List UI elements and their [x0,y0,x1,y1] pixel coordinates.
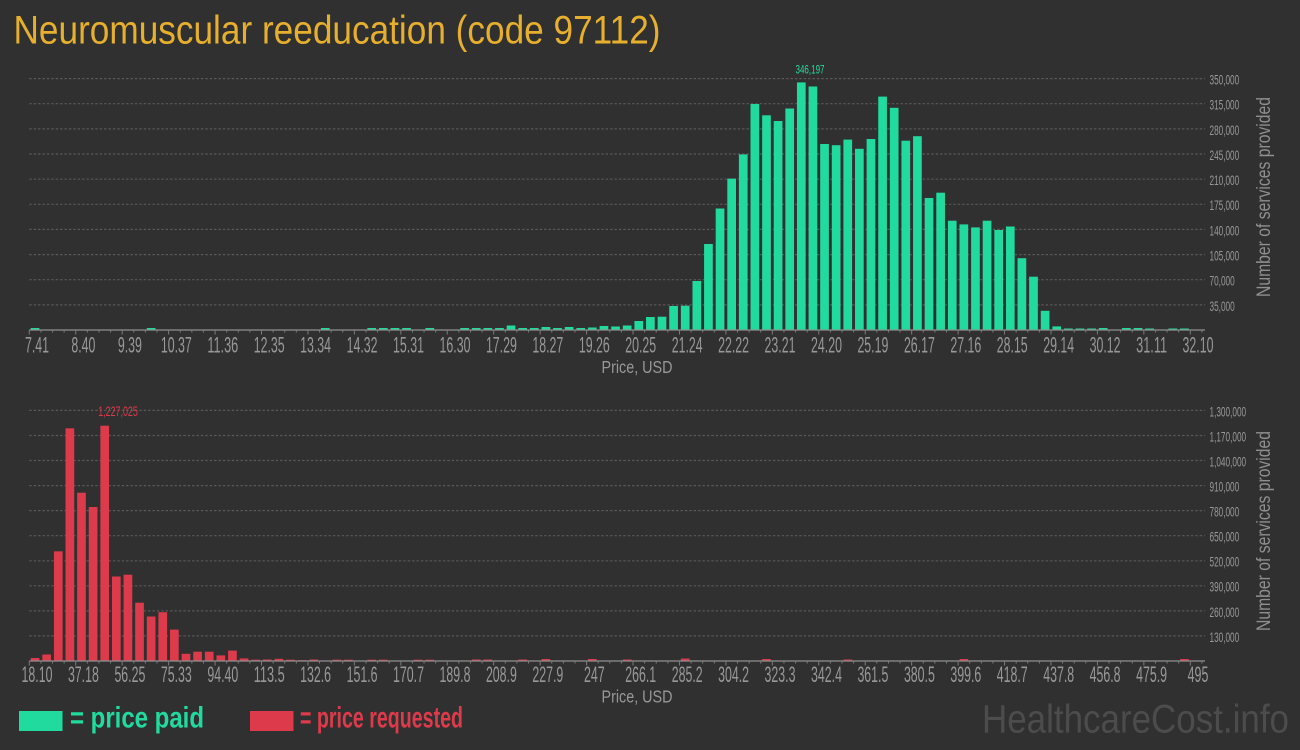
svg-text:151.6: 151.6 [347,662,378,687]
svg-text:520,000: 520,000 [1210,554,1240,570]
svg-text:13.34: 13.34 [300,332,331,357]
svg-text:910,000: 910,000 [1210,479,1240,495]
svg-text:15.31: 15.31 [393,332,424,357]
svg-text:456.8: 456.8 [1090,662,1121,687]
svg-text:323.3: 323.3 [765,662,796,687]
svg-text:280,000: 280,000 [1210,122,1240,138]
svg-text:31.11: 31.11 [1136,332,1167,357]
svg-text:437.8: 437.8 [1043,662,1074,687]
svg-text:189.8: 189.8 [440,662,471,687]
svg-text:= price paid: = price paid [70,702,204,735]
svg-text:315,000: 315,000 [1210,97,1240,113]
svg-text:21.24: 21.24 [672,332,703,357]
svg-text:11.36: 11.36 [207,332,238,357]
svg-text:780,000: 780,000 [1210,504,1240,520]
svg-text:8.40: 8.40 [71,332,95,357]
svg-text:475.9: 475.9 [1136,662,1167,687]
svg-text:1,040,000: 1,040,000 [1210,453,1247,469]
svg-text:227.9: 227.9 [532,662,563,687]
svg-text:304.2: 304.2 [718,662,749,687]
svg-text:16.30: 16.30 [440,332,471,357]
svg-text:75.33: 75.33 [161,662,192,687]
svg-text:35,000: 35,000 [1210,298,1235,314]
svg-text:1,227,025: 1,227,025 [98,404,138,419]
svg-text:361.5: 361.5 [857,662,888,687]
svg-text:56.25: 56.25 [114,662,145,687]
svg-text:27.16: 27.16 [950,332,981,357]
svg-text:32.10: 32.10 [1183,332,1214,357]
svg-text:29.14: 29.14 [1043,332,1074,357]
svg-text:9.39: 9.39 [118,332,142,357]
svg-text:350,000: 350,000 [1210,72,1240,88]
svg-text:23.21: 23.21 [765,332,796,357]
svg-text:390,000: 390,000 [1210,579,1240,595]
svg-text:245,000: 245,000 [1210,147,1240,163]
svg-text:170.7: 170.7 [393,662,424,687]
svg-text:20.25: 20.25 [625,332,656,357]
svg-text:105,000: 105,000 [1210,248,1240,264]
svg-text:7.41: 7.41 [25,332,49,357]
svg-text:260,000: 260,000 [1210,604,1240,620]
svg-text:Price, USD: Price, USD [602,687,673,707]
svg-text:94.40: 94.40 [207,662,238,687]
svg-text:Price, USD: Price, USD [602,357,673,377]
svg-text:17.29: 17.29 [486,332,517,357]
svg-text:247: 247 [584,662,605,687]
svg-text:Neuromuscular reeducation (cod: Neuromuscular reeducation (code 97112) [14,8,661,52]
svg-text:= price requested: = price requested [300,702,463,735]
svg-text:650,000: 650,000 [1210,529,1240,545]
svg-text:418.7: 418.7 [997,662,1028,687]
svg-text:342.4: 342.4 [811,662,842,687]
svg-text:14.32: 14.32 [347,332,378,357]
svg-text:26.17: 26.17 [904,332,935,357]
svg-text:25.19: 25.19 [857,332,888,357]
svg-text:19.26: 19.26 [579,332,610,357]
svg-text:24.20: 24.20 [811,332,842,357]
svg-text:346,197: 346,197 [796,62,825,76]
svg-text:175,000: 175,000 [1210,197,1240,213]
svg-text:495: 495 [1188,662,1209,687]
svg-text:210,000: 210,000 [1210,172,1240,188]
svg-text:140,000: 140,000 [1210,222,1240,238]
svg-text:266.1: 266.1 [625,662,656,687]
svg-text:37.18: 37.18 [68,662,99,687]
svg-text:10.37: 10.37 [161,332,192,357]
svg-text:28.15: 28.15 [997,332,1028,357]
svg-text:18.27: 18.27 [532,332,563,357]
svg-text:1,170,000: 1,170,000 [1210,428,1247,444]
svg-text:208.9: 208.9 [486,662,517,687]
svg-text:1,300,000: 1,300,000 [1210,403,1247,419]
svg-text:Number of services provided: Number of services provided [1254,431,1275,631]
svg-text:70,000: 70,000 [1210,273,1235,289]
svg-text:Number of services provided: Number of services provided [1254,97,1275,297]
svg-text:18.10: 18.10 [22,662,53,687]
svg-text:22.22: 22.22 [718,332,749,357]
svg-text:HealthcareCost.info: HealthcareCost.info [982,698,1289,742]
svg-text:285.2: 285.2 [672,662,703,687]
svg-text:380.5: 380.5 [904,662,935,687]
svg-text:399.6: 399.6 [950,662,981,687]
svg-text:30.12: 30.12 [1090,332,1121,357]
svg-text:113.5: 113.5 [254,662,285,687]
svg-text:132.6: 132.6 [300,662,331,687]
svg-text:12.35: 12.35 [254,332,285,357]
svg-text:130,000: 130,000 [1210,629,1240,645]
